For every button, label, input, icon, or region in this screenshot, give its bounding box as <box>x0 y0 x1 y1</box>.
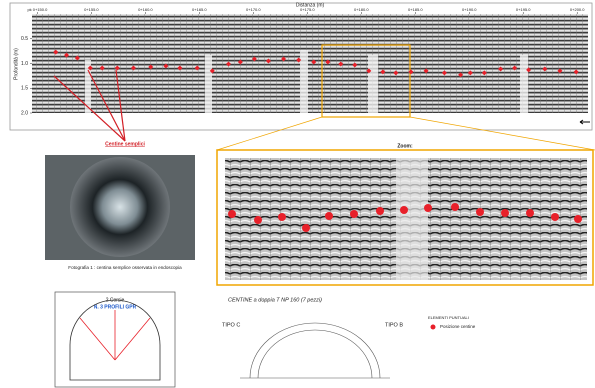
legend-entry: Posizione centine <box>440 324 476 329</box>
y-axis-label: Profondità (m) <box>13 48 19 80</box>
y-tick-label: 0.5 <box>21 36 28 42</box>
arch-drawing <box>240 323 390 378</box>
radargram-image <box>32 14 588 113</box>
y-tick-label: 2.0 <box>21 110 28 116</box>
x-tick-label: 0+180.0 <box>354 7 369 12</box>
drawing-title: CENTINE a doppia T NP 160 (7 pezzi) <box>228 297 322 303</box>
x-tick-label: 0+170.0 <box>246 7 261 12</box>
legend-marker <box>431 325 436 330</box>
photo-pipe <box>70 157 170 257</box>
x-tick-label: pk 0+150.0 <box>27 7 48 12</box>
x-tick-label: 0+175.0 <box>300 7 315 12</box>
drawing-left-label: TIPO C <box>222 322 240 328</box>
drawing-right-label: TIPO B <box>385 322 403 328</box>
zoom-title: Zoom: <box>397 143 413 149</box>
photo-caption: Fotografia 1 : centina semplice osservat… <box>68 265 182 270</box>
x-tick-label: 0+190.0 <box>462 7 477 12</box>
section-subtitle: N. 3 PROFILI GPR <box>94 304 137 310</box>
page: Distanza (m) Profondità (m) Centine semp… <box>0 0 595 388</box>
callout-label: Centine semplici <box>105 141 145 147</box>
x-tick-label: 0+165.0 <box>192 7 207 12</box>
x-tick-label: 0+195.0 <box>516 7 531 12</box>
x-tick-label: 0+155.0 <box>84 7 99 12</box>
x-tick-label: 0+160.0 <box>138 7 153 12</box>
y-tick-label: 1.5 <box>21 86 28 92</box>
x-tick-label: 0+185.0 <box>408 7 423 12</box>
x-tick-label: 0+200.0 <box>570 7 585 12</box>
legend-title: ELEMENTI PUNTUALI <box>428 315 469 320</box>
zoom-band <box>396 158 428 280</box>
y-tick-label: 1.0 <box>21 61 28 67</box>
